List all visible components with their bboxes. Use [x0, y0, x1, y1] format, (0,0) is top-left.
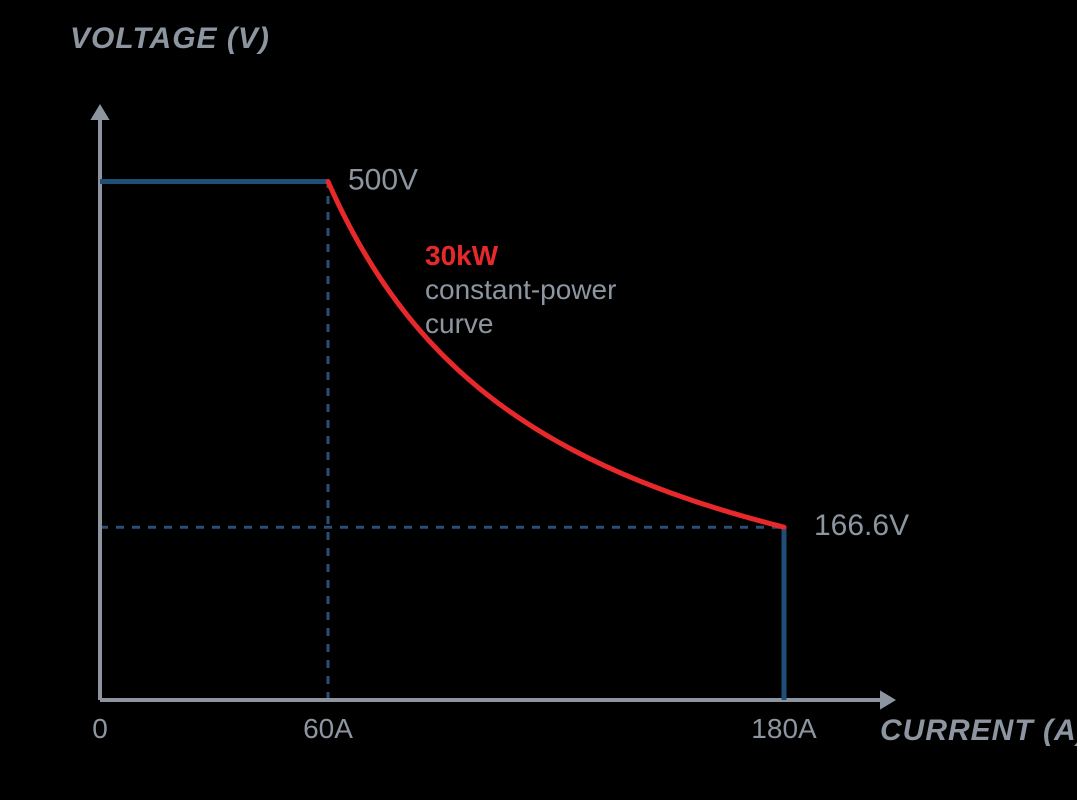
x-axis-title: CURRENT (A): [880, 714, 1077, 747]
y-axis-title: VOLTAGE (V): [70, 22, 270, 55]
chart-svg: 0 60A 180A 500V 166.6V VOLTAGE (V) CURRENT (A)…: [0, 0, 1077, 800]
x-tick-label: 0: [92, 713, 108, 744]
voltage-current-chart: 0 60A 180A 500V 166.6V VOLTAGE (V) CURRENT (A)…: [0, 0, 1077, 800]
curve-label: 30kWconstant-powercurve: [425, 240, 616, 339]
constant-power-curve: [328, 181, 784, 527]
x-axis-arrow: [880, 690, 896, 709]
point-value-label: 500V: [348, 163, 418, 196]
point-value-label: 166.6V: [814, 509, 909, 542]
x-tick-label: 180A: [751, 713, 817, 744]
x-tick-label: 60A: [303, 713, 353, 744]
y-axis-arrow: [90, 104, 109, 120]
